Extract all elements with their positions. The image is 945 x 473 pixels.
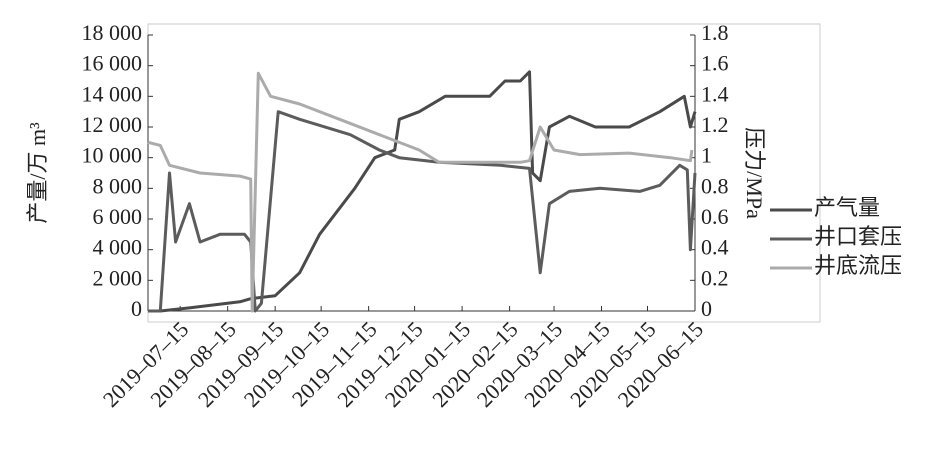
series-line (148, 110, 697, 313)
y-tick-label: 14 000 (82, 81, 143, 106)
series-line (147, 71, 694, 313)
y2-axis-title: 压力/MPa (742, 127, 767, 219)
y2-tick-label: 1.4 (701, 81, 729, 106)
y-tick-label: 4 000 (93, 235, 143, 260)
y2-tick-label: 0 (701, 296, 712, 321)
y2-tick-label: 0.6 (701, 204, 729, 229)
legend-label: 井底流压 (814, 253, 902, 278)
y-tick-label: 10 000 (82, 143, 143, 168)
y-tick-label: 0 (131, 296, 142, 321)
y2-tick-label: 1.8 (701, 20, 729, 45)
y-axis-title: 产量/万 m³ (25, 122, 50, 224)
y-tick-label: 16 000 (82, 51, 143, 76)
y2-tick-label: 0.4 (701, 235, 729, 260)
y-tick-label: 12 000 (82, 112, 143, 137)
y-tick-label: 6 000 (93, 204, 143, 229)
y2-tick-label: 1.6 (701, 51, 729, 76)
y2-tick-label: 0.8 (701, 173, 729, 198)
y-tick-label: 8 000 (93, 173, 143, 198)
y-tick-label: 18 000 (82, 20, 143, 45)
legend-label: 井口套压 (814, 224, 902, 249)
y-tick-label: 2 000 (93, 265, 143, 290)
series-line (148, 70, 697, 313)
y2-tick-label: 0.2 (701, 265, 729, 290)
y2-tick-label: 1 (701, 143, 712, 168)
legend-label: 产气量 (814, 195, 880, 220)
y2-tick-label: 1.2 (701, 112, 729, 137)
